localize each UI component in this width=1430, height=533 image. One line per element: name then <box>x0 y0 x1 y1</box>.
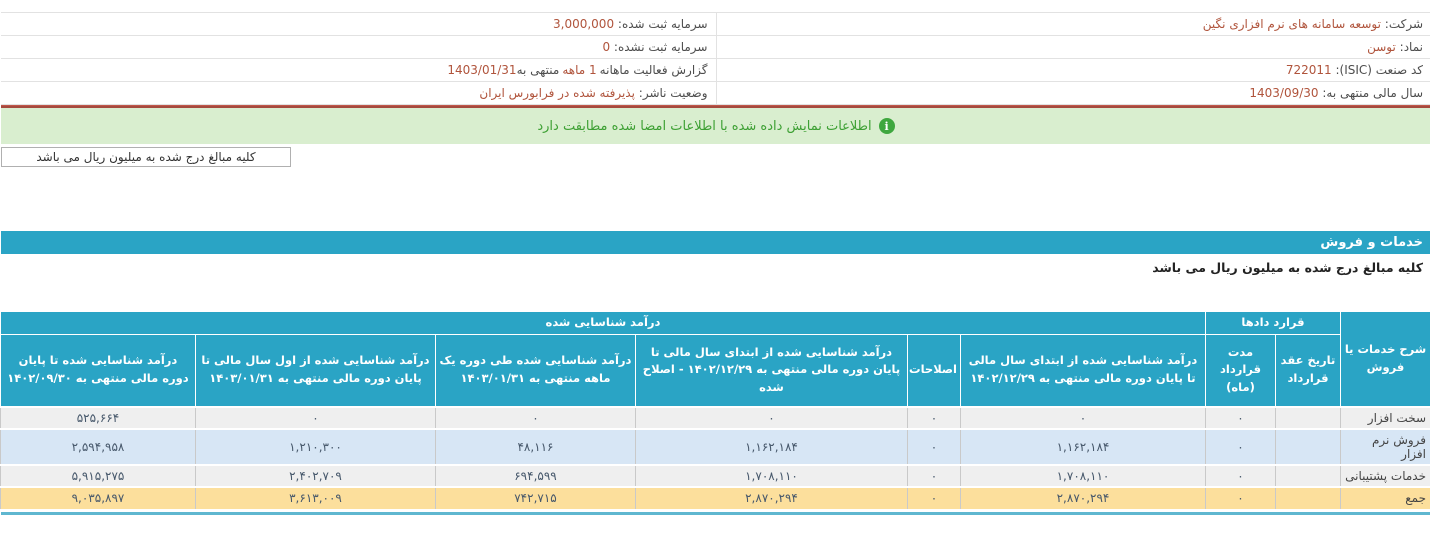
info-row: کد صنعت (ISIC): 722011 گزارش فعالیت ماها… <box>0 59 1430 82</box>
cell-revenue-prev-year: ۵,۹۱۵,۲۷۵ <box>0 465 194 487</box>
company-label: شرکت: <box>1384 17 1422 31</box>
cell-duration: ۰ <box>1204 487 1274 509</box>
fiscal-year-label: سال مالی منتهی به: <box>1321 86 1422 100</box>
cell-duration: ۰ <box>1204 429 1274 465</box>
cell-revenue-ytd: ۲,۴۰۲,۷۰۹ <box>194 465 434 487</box>
registered-capital-value: 3,000,000 <box>552 17 613 31</box>
cell-revenue-fy1402-adjusted: ۱,۱۶۲,۱۸۴ <box>634 429 906 465</box>
fiscal-year-value: 1403/09/30 <box>1248 86 1317 100</box>
cell-adjustments: ۰ <box>906 487 959 509</box>
report-period-seg3: منتهی به <box>516 63 559 77</box>
symbol-cell: نماد: توسن <box>715 36 1430 59</box>
col-header-adjustments: اصلاحات <box>906 335 959 407</box>
cell-adjustments: ۰ <box>906 407 959 429</box>
cell-adjustments: ۰ <box>906 429 959 465</box>
sales-table-wrap: شرح خدمات یا فروش قرارد دادها درآمد شناس… <box>0 311 1430 509</box>
cell-revenue-fy1402: ۰ <box>959 407 1204 429</box>
row-label: خدمات پشتیبانی <box>1340 465 1430 487</box>
isic-value: 722011 <box>1285 63 1331 77</box>
cell-revenue-fy1402: ۱,۷۰۸,۱۱۰ <box>959 465 1204 487</box>
row-label: فروش نرم افزار <box>1340 429 1430 465</box>
symbol-value: توسن <box>1366 40 1395 54</box>
verification-banner: i اطلاعات نمایش داده شده با اطلاعات امضا… <box>0 108 1430 144</box>
group-header-recognized-revenue: درآمد شناسایی شده <box>0 312 1204 335</box>
table-row-support-services: خدمات پشتیبانی ۰ ۱,۷۰۸,۱۱۰ ۰ ۱,۷۰۸,۱۱۰ ۶… <box>0 465 1430 487</box>
col-header-contract-duration: مدت قرارداد (ماه) <box>1204 335 1274 407</box>
cell-revenue-fy1402-adjusted: ۲,۸۷۰,۲۹۴ <box>634 487 906 509</box>
col-header-revenue-ytd: درآمد شناسایی شده از اول سال مالی تا پای… <box>194 335 434 407</box>
col-header-contract-date: تاریخ عقد قرارداد <box>1275 335 1340 407</box>
cell-contract-date <box>1275 487 1340 509</box>
unregistered-capital-label: سرمایه ثبت نشده: <box>613 40 707 54</box>
cell-revenue-fy1402-adjusted: ۱,۷۰۸,۱۱۰ <box>634 465 906 487</box>
unregistered-capital-value: 0 <box>601 40 609 54</box>
row-label: جمع <box>1340 487 1430 509</box>
amounts-unit-box: کلیه مبالغ درج شده به میلیون ریال می باش… <box>0 147 290 167</box>
company-info-table: شرکت: توسعه سامانه های نرم افزاری نگین س… <box>0 12 1430 105</box>
fiscal-year-cell: سال مالی منتهی به: 1403/09/30 <box>715 82 1430 105</box>
cell-adjustments: ۰ <box>906 465 959 487</box>
cell-revenue-month: ۶۹۴,۵۹۹ <box>434 465 634 487</box>
cell-revenue-fy1402: ۱,۱۶۲,۱۸۴ <box>959 429 1204 465</box>
col-header-revenue-fy1402: درآمد شناسایی شده از ابتدای سال مالی تا … <box>959 335 1204 407</box>
amounts-unit-note: کلیه مبالغ درج شده به میلیون ریال می باش… <box>0 254 1430 279</box>
cell-duration: ۰ <box>1204 407 1274 429</box>
cell-contract-date <box>1275 465 1340 487</box>
report-period-seg2: 1 ماهه <box>561 63 595 77</box>
cell-contract-date <box>1275 407 1340 429</box>
info-row: نماد: توسن سرمایه ثبت نشده: 0 <box>0 36 1430 59</box>
report-page: { "colors": { "teal": "#2aa4c5", "green_… <box>0 12 1430 533</box>
group-header-contracts: قرارد دادها <box>1204 312 1339 335</box>
symbol-label: نماد: <box>1399 40 1422 54</box>
info-icon: i <box>878 118 894 134</box>
cell-revenue-ytd: ۰ <box>194 407 434 429</box>
company-value: توسعه سامانه های نرم افزاری نگین <box>1202 17 1380 31</box>
table-row-software-sales: فروش نرم افزار ۰ ۱,۱۶۲,۱۸۴ ۰ ۱,۱۶۲,۱۸۴ ۴… <box>0 429 1430 465</box>
report-period-seg4: 1403/01/31 <box>446 63 515 77</box>
amounts-box-wrap: کلیه مبالغ درج شده به میلیون ریال می باش… <box>0 144 1430 167</box>
cell-revenue-prev-year: ۲,۵۹۴,۹۵۸ <box>0 429 194 465</box>
report-period-cell: گزارش فعالیت ماهانه 1 ماههمنتهی به1403/01… <box>0 59 715 82</box>
cell-contract-date <box>1275 429 1340 465</box>
isic-label: کد صنعت (ISIC): <box>1334 63 1422 77</box>
next-section-edge <box>0 512 1430 515</box>
cell-revenue-month: ۰ <box>434 407 634 429</box>
registered-capital-label: سرمایه ثبت شده: <box>617 17 707 31</box>
cell-revenue-month: ۷۴۲,۷۱۵ <box>434 487 634 509</box>
info-row: سال مالی منتهی به: 1403/09/30 وضعیت ناشر… <box>0 82 1430 105</box>
unregistered-capital-cell: سرمایه ثبت نشده: 0 <box>0 36 715 59</box>
cell-revenue-fy1402: ۲,۸۷۰,۲۹۴ <box>959 487 1204 509</box>
cell-revenue-fy1402-adjusted: ۰ <box>634 407 906 429</box>
cell-revenue-ytd: ۱,۲۱۰,۳۰۰ <box>194 429 434 465</box>
info-row: شرکت: توسعه سامانه های نرم افزاری نگین س… <box>0 13 1430 36</box>
issuer-status-cell: وضعیت ناشر: پذیرفته شده در فرابورس ایران <box>0 82 715 105</box>
cell-revenue-month: ۴۸,۱۱۶ <box>434 429 634 465</box>
col-header-revenue-fy1402-adjusted: درآمد شناسایی شده از ابتدای سال مالی تا … <box>634 335 906 407</box>
issuer-status-label: وضعیت ناشر: <box>638 86 707 100</box>
cell-revenue-ytd: ۳,۶۱۳,۰۰۹ <box>194 487 434 509</box>
isic-cell: کد صنعت (ISIC): 722011 <box>715 59 1430 82</box>
section-header-sales-services: خدمات و فروش <box>0 231 1430 254</box>
col-header-revenue-month: درآمد شناسایی شده طی دوره یک ماهه منتهی … <box>434 335 634 407</box>
company-cell: شرکت: توسعه سامانه های نرم افزاری نگین <box>715 13 1430 36</box>
header-group-row: شرح خدمات یا فروش قرارد دادها درآمد شناس… <box>0 312 1430 335</box>
report-period-seg1: گزارش فعالیت ماهانه <box>599 63 707 77</box>
cell-duration: ۰ <box>1204 465 1274 487</box>
sales-table: شرح خدمات یا فروش قرارد دادها درآمد شناس… <box>0 311 1430 509</box>
header-sub-row: تاریخ عقد قرارداد مدت قرارداد (ماه) درآم… <box>0 335 1430 407</box>
registered-capital-cell: سرمایه ثبت شده: 3,000,000 <box>0 13 715 36</box>
table-row-total: جمع ۰ ۲,۸۷۰,۲۹۴ ۰ ۲,۸۷۰,۲۹۴ ۷۴۲,۷۱۵ ۳,۶۱… <box>0 487 1430 509</box>
table-row-hardware: سخت افزار ۰ ۰ ۰ ۰ ۰ ۰ ۵۲۵,۶۶۴ <box>0 407 1430 429</box>
row-label: سخت افزار <box>1340 407 1430 429</box>
issuer-status-value: پذیرفته شده در فرابورس ایران <box>478 86 634 100</box>
cell-revenue-prev-year: ۹,۰۳۵,۸۹۷ <box>0 487 194 509</box>
col-header-description: شرح خدمات یا فروش <box>1340 312 1430 407</box>
cell-revenue-prev-year: ۵۲۵,۶۶۴ <box>0 407 194 429</box>
verification-banner-text: اطلاعات نمایش داده شده با اطلاعات امضا ش… <box>536 119 870 134</box>
col-header-revenue-prev-year: درآمد شناسایی شده تا پایان دوره مالی منت… <box>0 335 194 407</box>
